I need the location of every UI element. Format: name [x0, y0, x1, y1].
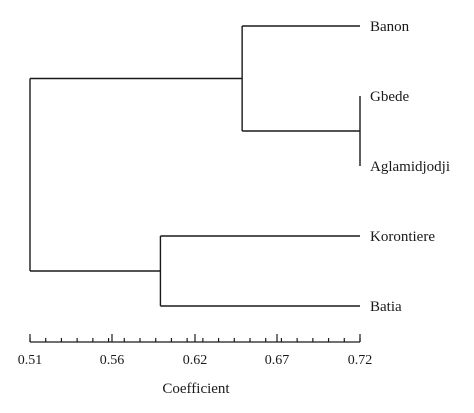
- x-tick-label: 0.67: [265, 353, 290, 368]
- leaf-label: Batia: [370, 299, 402, 315]
- x-tick-label: 0.56: [100, 353, 125, 368]
- x-axis-tick-labels: 0.51 0.56 0.62 0.67 0.72: [18, 353, 373, 368]
- branch-banon_group: [241, 25, 360, 132]
- x-axis-ticks: [29, 334, 361, 342]
- x-axis: 0.51 0.56 0.62 0.67 0.72: [18, 334, 373, 368]
- dendrogram-branches: [29, 25, 361, 307]
- branch-root: [29, 77, 243, 272]
- leaf-labels: Banon Gbede Aglamidjodji Korontiere Batia: [370, 19, 450, 315]
- leaf-label: Gbede: [370, 89, 409, 105]
- x-axis-title: Coefficient: [162, 381, 230, 397]
- branch-kor_batia: [159, 235, 360, 307]
- leaf-label: Aglamidjodji: [370, 159, 450, 175]
- leaf-label: Korontiere: [370, 229, 435, 245]
- x-tick-label: 0.72: [348, 353, 373, 368]
- x-tick-label: 0.62: [183, 353, 208, 368]
- leaf-label: Banon: [370, 19, 410, 35]
- x-tick-label: 0.51: [18, 353, 43, 368]
